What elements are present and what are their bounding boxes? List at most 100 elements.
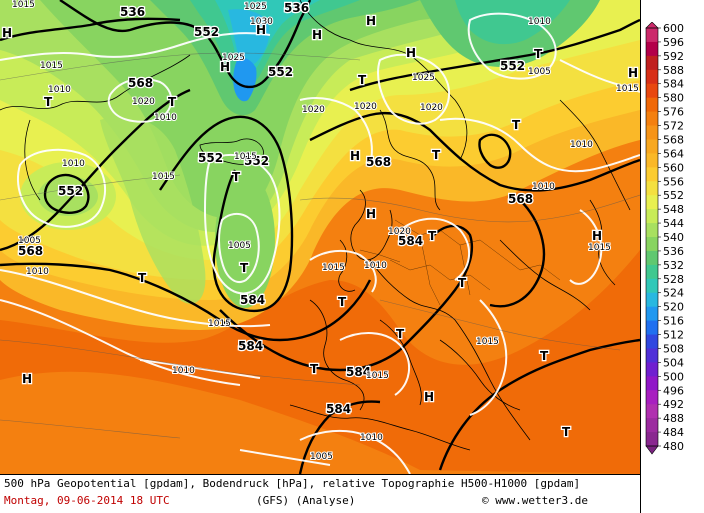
low-marker: T (358, 73, 367, 87)
scale-label: 596 (663, 36, 684, 49)
scale-swatch (646, 153, 658, 168)
scale-swatch (646, 28, 658, 43)
scale-label: 540 (663, 231, 684, 244)
pressure-label: 1005 (310, 452, 333, 462)
geo-label: 552 (268, 65, 293, 79)
scale-swatch (646, 41, 658, 57)
scale-label: 580 (663, 92, 684, 105)
geo-label: 584 (398, 234, 423, 248)
pressure-label: 1010 (172, 366, 195, 376)
low-marker: T (512, 118, 521, 132)
scale-swatch (646, 404, 658, 419)
low-marker: T (168, 95, 177, 109)
scale-swatch (646, 432, 658, 447)
high-marker: H (628, 66, 638, 80)
low-marker: T (338, 295, 347, 309)
scale-swatch (646, 167, 658, 182)
pressure-label: 1010 (360, 433, 383, 443)
scale-swatch (646, 195, 658, 210)
low-marker: T (432, 148, 441, 162)
low-marker: T (232, 170, 241, 184)
geo-label: 584 (238, 339, 263, 353)
geo-label: 584 (326, 402, 351, 416)
geo-label: 552 (58, 184, 83, 198)
scale-label: 576 (663, 106, 684, 119)
scale-label: 584 (663, 78, 684, 91)
scale-arrow-bottom (645, 445, 659, 455)
scale-label: 564 (663, 147, 684, 160)
scale-swatch (646, 278, 658, 294)
pressure-label: 1010 (48, 85, 71, 95)
pressure-label: 1015 (322, 263, 345, 273)
pressure-label: 1030 (250, 17, 273, 27)
pressure-label: 1015 (476, 337, 499, 347)
scale-arrow-top (645, 22, 659, 29)
scale-label: 560 (663, 161, 684, 174)
high-marker: H (350, 149, 360, 163)
pressure-label: 1010 (532, 182, 555, 192)
scale-label: 548 (663, 203, 684, 216)
geopotential-contours (0, 0, 640, 474)
low-marker: T (310, 362, 319, 376)
high-marker: H (2, 26, 12, 40)
scale-swatch (646, 83, 658, 99)
pressure-label: 1025 (412, 73, 435, 83)
geo-label: 568 (366, 155, 391, 169)
pressure-label: 1015 (40, 61, 63, 71)
low-markers: T T T T T T T T T T T T T T T T (43, 46, 573, 441)
scale-swatch (646, 334, 658, 349)
scale-swatch (646, 418, 658, 433)
pressure-label: 1010 (154, 113, 177, 123)
high-marker: H (406, 46, 416, 60)
scale-label: 492 (663, 398, 684, 411)
low-marker: T (540, 349, 549, 363)
low-marker: T (138, 271, 147, 285)
footer-divider (640, 475, 641, 513)
high-markers: H H H H H H H H H H H H (1, 13, 640, 406)
geo-label: 552 (244, 154, 269, 168)
high-marker: H (366, 207, 376, 221)
pressure-label: 1020 (354, 102, 377, 112)
scale-label: 496 (663, 384, 684, 397)
scale-label: 480 (663, 440, 684, 453)
scale-label: 516 (663, 315, 684, 328)
high-marker: H (424, 390, 434, 404)
scale-swatch (646, 250, 658, 266)
color-scale: 6005965925885845805765725685645605565525… (645, 22, 684, 455)
scale-swatch (646, 97, 658, 113)
high-marker: H (366, 14, 376, 28)
geo-label: 552 (500, 59, 525, 73)
low-marker: T (428, 229, 437, 243)
high-marker: H (592, 229, 602, 243)
geo-label: 568 (508, 192, 533, 206)
scale-label: 592 (663, 50, 684, 63)
scale-swatch (646, 376, 658, 391)
scale-label: 600 (663, 22, 684, 35)
scale-swatch (646, 348, 658, 363)
geo-label: 568 (18, 244, 43, 258)
scale-label: 536 (663, 245, 684, 258)
scale-swatch (646, 320, 658, 336)
low-marker: T (562, 425, 571, 439)
geo-label: 568 (128, 76, 153, 90)
scale-label: 552 (663, 189, 684, 202)
high-marker: H (256, 23, 266, 37)
scale-swatch (646, 55, 658, 71)
map-date: Montag, 09-06-2014 18 UTC (4, 494, 170, 507)
scale-swatch (646, 292, 658, 308)
map-model: (GFS) (Analyse) (256, 494, 356, 507)
pressure-label: 1010 (364, 261, 387, 271)
pressure-label: 1010 (26, 267, 49, 277)
scale-swatch (646, 209, 658, 224)
scale-swatch (646, 69, 658, 85)
scale-label: 504 (663, 356, 684, 369)
geo-label: 584 (346, 365, 371, 379)
scale-swatch (646, 223, 658, 238)
pressure-label: 1010 (570, 140, 593, 150)
weather-map: 536 536 552 552 552 552 552 552 568 568 … (0, 0, 641, 475)
pressure-label: 1005 (528, 67, 551, 77)
high-marker: H (220, 60, 230, 74)
scale-swatch (646, 237, 658, 252)
high-marker: H (22, 372, 32, 386)
pressure-label: 1020 (388, 227, 411, 237)
